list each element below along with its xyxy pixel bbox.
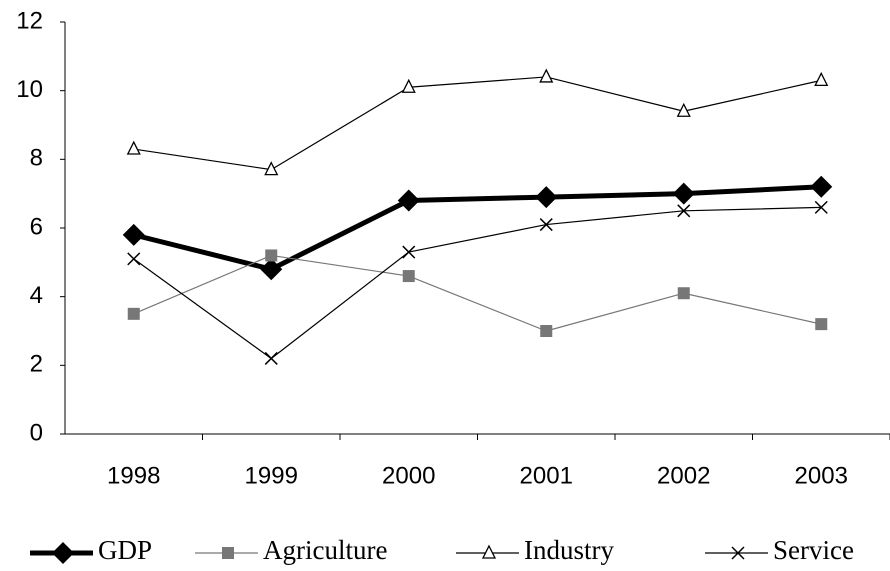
marker-diamond (52, 542, 74, 564)
series-line (133, 76, 822, 171)
y-tick-label: 6 (30, 213, 43, 240)
y-tick-label: 12 (16, 7, 43, 34)
marker-x (127, 252, 141, 266)
marker-triangle (676, 102, 691, 117)
marker-x (402, 245, 416, 259)
marker-square (540, 325, 553, 337)
legend-label: Agriculture (263, 535, 387, 565)
marker-triangle (481, 544, 497, 559)
series-line (133, 206, 822, 360)
series-line (133, 254, 822, 332)
y-tick-label: 8 (30, 145, 43, 172)
x-tick-label: 1998 (107, 462, 160, 489)
marker-triangle (401, 78, 416, 93)
y-tick-label: 10 (16, 76, 43, 103)
marker-triangle (539, 68, 554, 83)
marker-square (127, 307, 140, 320)
marker-diamond (810, 175, 833, 198)
marker-square (815, 318, 828, 331)
series-line (133, 184, 822, 272)
y-tick-label: 4 (30, 282, 43, 309)
x-tick-label: 2002 (657, 462, 710, 489)
marker-triangle (126, 140, 141, 155)
x-tick-label: 2000 (382, 462, 435, 489)
marker-diamond (672, 182, 695, 205)
marker-x (539, 218, 553, 232)
marker-diamond (397, 189, 420, 212)
y-tick-label: 2 (30, 351, 43, 378)
marker-square (265, 249, 278, 262)
y-tick-label: 0 (30, 419, 43, 446)
marker-square (402, 270, 415, 283)
marker-x (814, 200, 828, 214)
x-tick-label: 2003 (795, 462, 848, 489)
marker-diamond (535, 186, 558, 209)
marker-x (677, 204, 691, 218)
legend-label: Service (773, 535, 854, 565)
marker-x (264, 351, 278, 365)
legend-label: Industry (524, 535, 614, 565)
x-tick-label: 1999 (245, 462, 298, 489)
marker-square (677, 287, 690, 300)
marker-diamond (260, 258, 283, 281)
marker-triangle (264, 161, 279, 176)
marker-diamond (122, 223, 145, 246)
legend-label: GDP (98, 535, 152, 565)
x-tick-label: 2001 (520, 462, 573, 489)
marker-square (222, 547, 234, 559)
marker-x (731, 546, 745, 560)
marker-triangle (814, 71, 829, 87)
